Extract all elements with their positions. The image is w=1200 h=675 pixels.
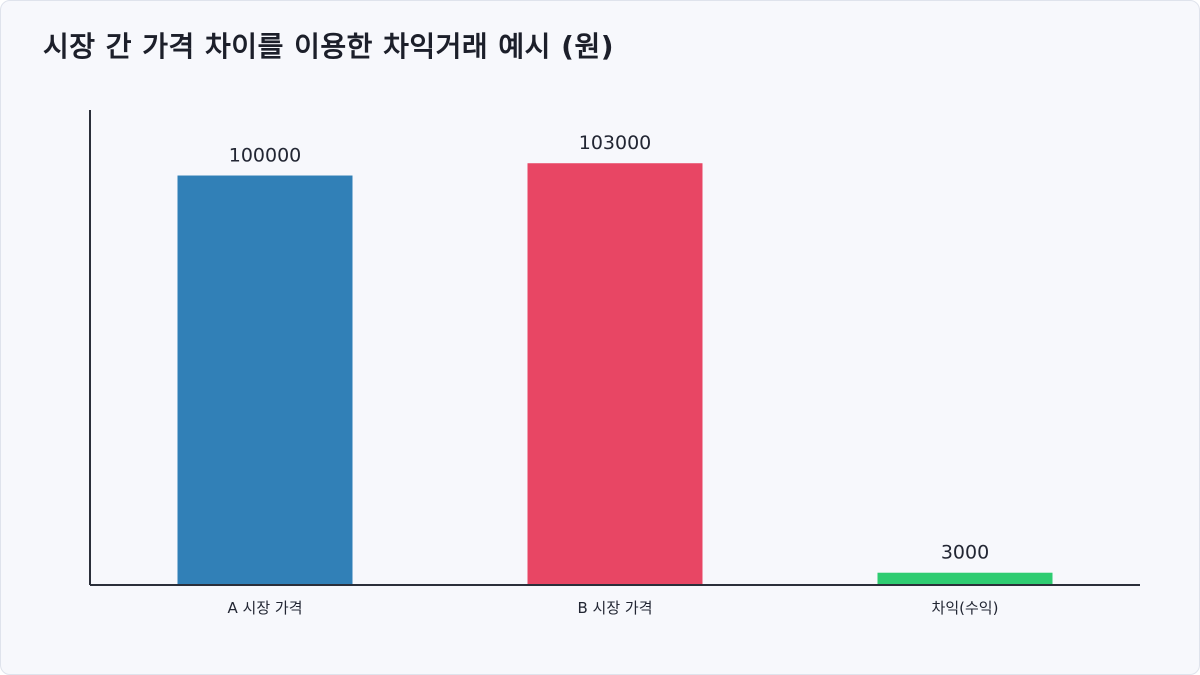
bar-1 (177, 175, 353, 585)
bar-3 (877, 572, 1053, 585)
value-labels-group: 100000 103000 3000 (229, 132, 989, 563)
bar-2 (527, 163, 703, 585)
chart-title: 시장 간 가격 차이를 이용한 차익거래 예시 (원) (43, 30, 615, 63)
data-label-2: 103000 (579, 132, 652, 154)
bars-group (177, 163, 1053, 585)
data-label-1: 100000 (229, 145, 302, 167)
x-tick-label-2: B 시장 가격 (577, 599, 652, 617)
x-tick-label-1: A 시장 가격 (228, 599, 303, 617)
x-tick-labels-group: A 시장 가격 B 시장 가격 차익(수익) (228, 599, 999, 617)
x-tick-label-3: 차익(수익) (932, 599, 999, 617)
data-label-3: 3000 (941, 542, 989, 564)
